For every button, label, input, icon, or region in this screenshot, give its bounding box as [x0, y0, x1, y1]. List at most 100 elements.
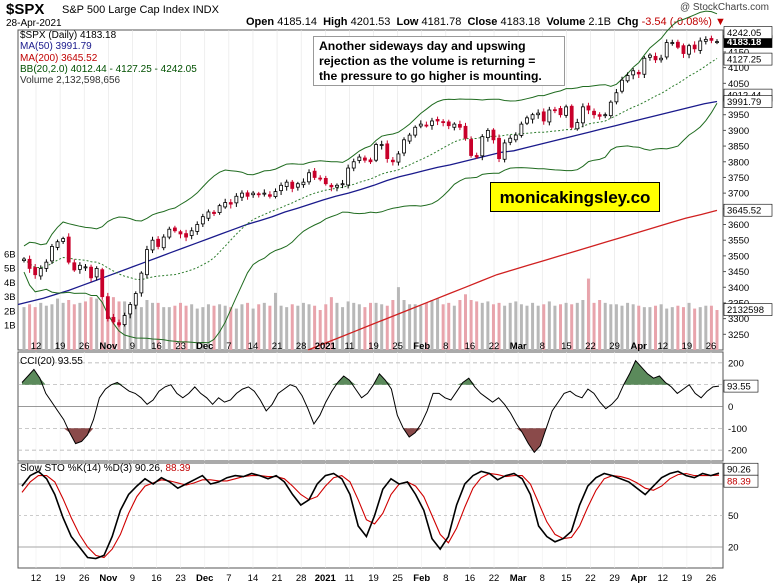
x-label-price: 11 — [344, 341, 354, 352]
candle — [307, 169, 311, 185]
volume-bar — [374, 302, 378, 350]
volume-bar — [458, 300, 462, 350]
candle — [262, 189, 267, 197]
volume-bar — [547, 301, 551, 350]
candle-body — [469, 139, 473, 156]
candle — [301, 178, 306, 188]
volume-tick-label: 6B — [4, 249, 16, 260]
volume-bar — [190, 304, 194, 350]
candle — [133, 291, 138, 310]
candle — [430, 117, 434, 130]
candle — [150, 236, 155, 254]
candle-body — [335, 184, 339, 188]
volume-bar — [95, 298, 99, 350]
candle — [184, 229, 188, 242]
candle-body — [625, 75, 630, 82]
candle — [396, 151, 401, 166]
volume-bar — [581, 300, 585, 350]
cci-tag-box — [723, 379, 759, 393]
candle — [452, 122, 457, 131]
x-label-price: 19 — [682, 341, 693, 352]
volume-bar — [162, 307, 166, 350]
candle — [497, 134, 501, 163]
volume-bar — [419, 305, 423, 350]
volume-tick-label: 5B — [4, 264, 16, 275]
volume-bar — [28, 304, 32, 350]
candle — [480, 134, 485, 161]
index-name: S&P 500 Large Cap Index INDX — [62, 4, 219, 16]
candle-body — [312, 170, 317, 178]
price-tick-label: 3550 — [728, 236, 749, 247]
x-label-bottom: 26 — [79, 573, 90, 584]
candle — [329, 183, 334, 192]
candle-body — [715, 41, 719, 44]
x-label-bottom: 8 — [443, 573, 448, 584]
x-label-price: 26 — [79, 341, 90, 352]
volume-bar — [480, 302, 484, 350]
volume-bars — [22, 278, 719, 350]
cci-tag-text: 93.55 — [727, 382, 751, 393]
price-tick-label: 3950 — [728, 110, 749, 121]
candle — [435, 116, 440, 126]
candle-body — [307, 172, 311, 183]
candle — [636, 69, 641, 78]
volume-bar — [693, 308, 697, 350]
candle-body — [251, 192, 256, 196]
volume-bar — [229, 307, 233, 350]
volume-bar — [72, 304, 76, 350]
cci-tick-label: -200 — [728, 446, 747, 457]
candle-body — [38, 268, 43, 277]
candle — [614, 88, 619, 105]
volume-bar — [357, 304, 361, 350]
candle-body — [161, 236, 166, 249]
ma50-line — [17, 100, 718, 306]
volume-bar — [301, 302, 305, 350]
candle-body — [497, 137, 501, 160]
volume-bar — [430, 300, 434, 350]
candle-body — [89, 266, 93, 279]
volume-bar — [307, 304, 311, 350]
candle-body — [620, 79, 624, 92]
volume-bar — [715, 310, 719, 350]
axes: 4150410040504000395039003850380037503700… — [4, 26, 773, 584]
candle-body — [653, 55, 658, 61]
candle — [564, 104, 569, 118]
candle — [569, 104, 574, 130]
candle — [485, 128, 490, 142]
candle-body — [150, 239, 155, 251]
price-tick-label: 3850 — [728, 142, 749, 153]
candle-body — [698, 40, 703, 51]
volume-bar — [603, 302, 607, 350]
price-tick-label: 3500 — [728, 251, 749, 262]
chart-header: $SPX S&P 500 Large Cap Index INDX 28-Apr… — [0, 0, 775, 30]
volume-bar — [223, 305, 227, 350]
candle-body — [536, 112, 541, 116]
volume-bar — [335, 302, 339, 350]
x-label-bottom: 16 — [465, 573, 476, 584]
candle — [234, 193, 239, 207]
volume-bar — [89, 297, 93, 350]
cci-tick-label: 0 — [728, 402, 733, 413]
candle — [38, 265, 43, 280]
price-tick-label: 3600 — [728, 220, 749, 231]
candle-body — [172, 227, 177, 232]
volume-tag-text: 2132598 — [727, 305, 764, 316]
candle-body — [687, 45, 691, 55]
volume-bar — [519, 304, 523, 350]
candle-body — [508, 137, 513, 143]
candle — [491, 128, 496, 144]
volume-bar — [363, 307, 367, 350]
stockcharts-credit[interactable]: @ StockCharts.com — [679, 2, 769, 13]
candle — [145, 245, 149, 279]
volume-bar — [670, 307, 674, 350]
candle-body — [206, 211, 211, 219]
price-tag-text: 4242.05 — [727, 28, 761, 39]
x-label-price: 19 — [55, 341, 66, 352]
volume-bar — [329, 297, 333, 350]
sto-value-tag: 90.26 — [723, 462, 759, 476]
volume-bar — [698, 307, 702, 350]
candle — [715, 39, 719, 45]
candle — [653, 52, 658, 63]
volume-bar — [559, 304, 563, 350]
candle — [698, 37, 703, 54]
